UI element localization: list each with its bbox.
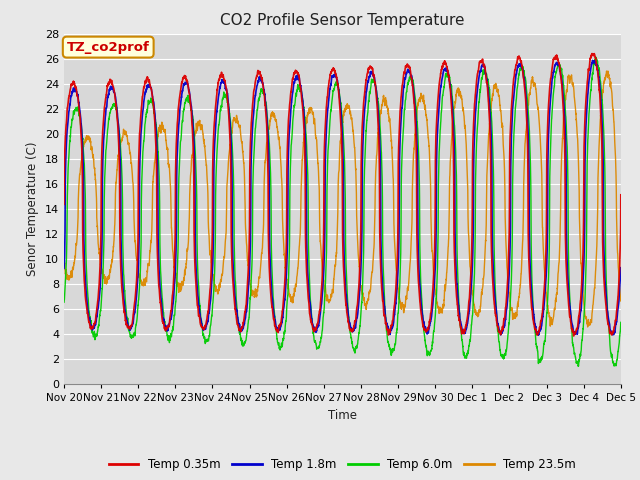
Legend: Temp 0.35m, Temp 1.8m, Temp 6.0m, Temp 23.5m: Temp 0.35m, Temp 1.8m, Temp 6.0m, Temp 2… (104, 454, 581, 476)
Title: CO2 Profile Sensor Temperature: CO2 Profile Sensor Temperature (220, 13, 465, 28)
Y-axis label: Senor Temperature (C): Senor Temperature (C) (26, 142, 39, 276)
X-axis label: Time: Time (328, 408, 357, 421)
Text: TZ_co2prof: TZ_co2prof (67, 41, 150, 54)
